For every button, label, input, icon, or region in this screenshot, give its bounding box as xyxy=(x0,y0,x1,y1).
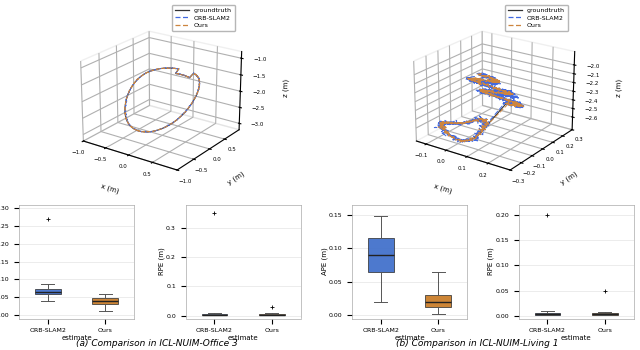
Text: (a) Comparison in ICL-NUIM-Office 3: (a) Comparison in ICL-NUIM-Office 3 xyxy=(76,340,237,349)
PathPatch shape xyxy=(202,314,227,315)
X-axis label: estimate: estimate xyxy=(228,335,259,341)
PathPatch shape xyxy=(368,238,394,272)
Legend: groundtruth, ORB-SLAM2, Ours: groundtruth, ORB-SLAM2, Ours xyxy=(172,5,235,31)
Text: (b) Comparison in ICL-NUIM-Living 1: (b) Comparison in ICL-NUIM-Living 1 xyxy=(396,340,558,349)
PathPatch shape xyxy=(259,314,285,315)
Legend: groundtruth, ORB-SLAM2, Ours: groundtruth, ORB-SLAM2, Ours xyxy=(505,5,568,31)
Y-axis label: y (m): y (m) xyxy=(226,170,245,186)
X-axis label: x (m): x (m) xyxy=(433,182,452,194)
Y-axis label: RPE (m): RPE (m) xyxy=(158,248,164,275)
Y-axis label: y (m): y (m) xyxy=(559,170,579,186)
PathPatch shape xyxy=(92,298,118,304)
PathPatch shape xyxy=(534,313,561,315)
Y-axis label: RPE (m): RPE (m) xyxy=(488,248,494,275)
PathPatch shape xyxy=(35,289,61,294)
PathPatch shape xyxy=(426,295,451,307)
X-axis label: x (m): x (m) xyxy=(100,182,120,194)
X-axis label: estimate: estimate xyxy=(561,335,591,341)
X-axis label: estimate: estimate xyxy=(394,335,425,341)
Y-axis label: APE (m): APE (m) xyxy=(321,248,328,275)
X-axis label: estimate: estimate xyxy=(61,335,92,341)
PathPatch shape xyxy=(592,314,618,315)
